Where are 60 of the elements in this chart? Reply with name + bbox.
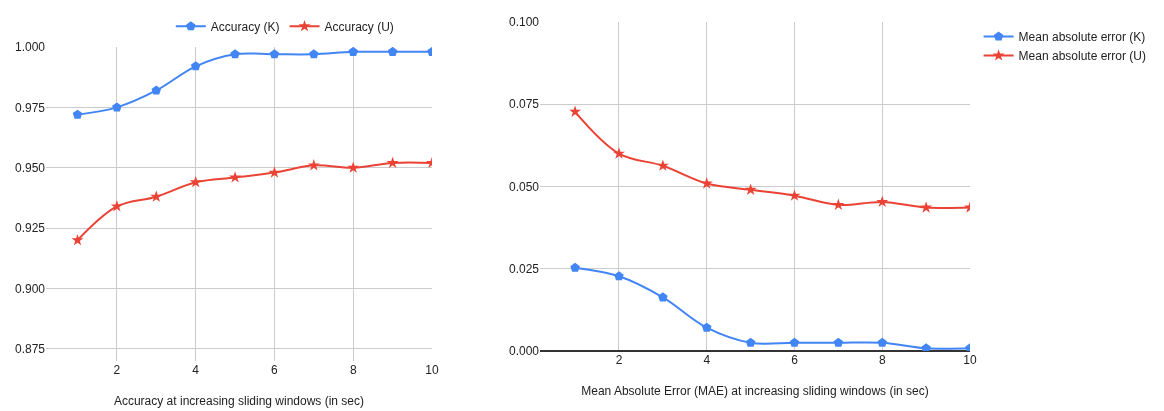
point — [112, 102, 122, 112]
point — [701, 322, 712, 332]
x-tick-label: 8 — [878, 353, 886, 367]
point — [833, 337, 844, 347]
x-tick-label: 10 — [963, 353, 977, 367]
y-tick-label: 0.075 — [508, 97, 540, 112]
point — [151, 85, 162, 95]
point — [230, 49, 240, 59]
point — [921, 343, 931, 351]
y-tick-label: 1.000 — [14, 40, 46, 55]
y-tick-label: 0.050 — [508, 179, 540, 194]
x-axis-title: Mean Absolute Error (MAE) at increasing sliding windows (in sec) — [581, 383, 929, 398]
x-tick-label: 4 — [192, 363, 200, 377]
y-tick-label: 0.975 — [14, 100, 46, 115]
point — [229, 171, 242, 183]
y-tick-label: 0.900 — [14, 281, 46, 296]
legend-label: Accuracy (K) — [210, 19, 280, 34]
point — [190, 61, 201, 71]
point — [307, 159, 320, 171]
point — [386, 156, 399, 169]
legend-label: Accuracy (U) — [324, 19, 394, 34]
point — [876, 195, 889, 208]
x-tick-label: 8 — [349, 363, 357, 377]
x-tick-label: 6 — [271, 363, 279, 377]
y-tick-label: 0.025 — [508, 261, 540, 276]
point — [348, 47, 358, 56]
point — [72, 109, 83, 119]
y-tick-label: 0.000 — [508, 344, 540, 359]
x-tick-label: 4 — [703, 353, 711, 367]
x-tick-label: 2 — [615, 353, 623, 367]
y-tick-label: 0.875 — [14, 342, 46, 357]
point — [570, 262, 580, 272]
point — [744, 183, 757, 195]
x-tick-label: 10 — [425, 363, 439, 377]
point — [268, 166, 281, 178]
legend-label: Mean absolute error (K) — [1018, 30, 1146, 45]
y-tick-label: 0.925 — [14, 221, 46, 236]
point — [745, 337, 756, 347]
legend-label: Mean absolute error (U) — [1018, 49, 1146, 64]
point — [189, 175, 202, 188]
point — [569, 105, 582, 117]
point — [71, 233, 84, 246]
point — [656, 159, 669, 171]
point — [150, 190, 163, 202]
point — [309, 49, 319, 59]
x-tick-label: 6 — [791, 353, 799, 367]
point — [347, 161, 360, 173]
x-axis-title: Accuracy at increasing sliding windows (in sec) — [113, 393, 365, 408]
point — [269, 49, 280, 59]
point — [110, 200, 123, 212]
point — [832, 198, 845, 211]
x-tick-label: 2 — [113, 363, 121, 377]
y-tick-label: 0.100 — [508, 15, 540, 30]
point — [614, 271, 624, 281]
point — [387, 47, 398, 56]
point — [877, 337, 887, 347]
point — [788, 189, 801, 201]
point — [658, 292, 668, 302]
point — [789, 337, 800, 347]
y-tick-label: 0.950 — [14, 160, 46, 175]
